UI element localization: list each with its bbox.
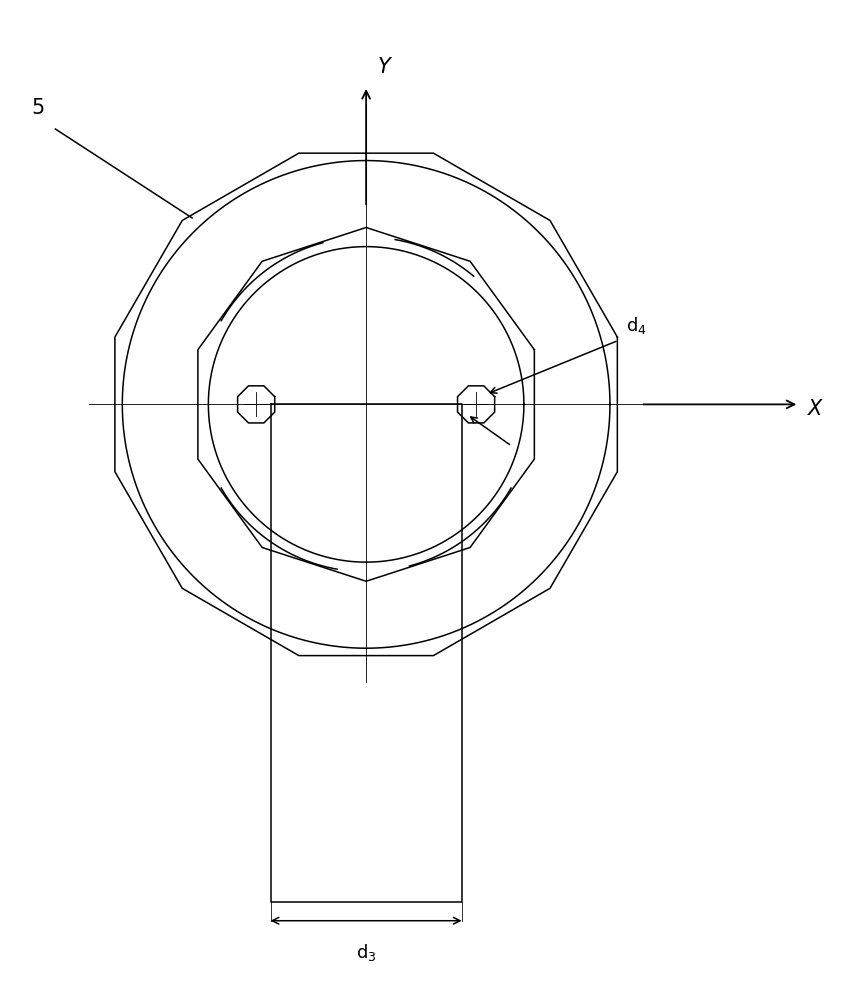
Text: Y: Y	[378, 57, 390, 77]
Text: 5: 5	[31, 98, 45, 118]
Text: d$_3$: d$_3$	[356, 942, 376, 963]
Text: X: X	[808, 399, 822, 419]
Text: d$_4$: d$_4$	[626, 315, 647, 336]
